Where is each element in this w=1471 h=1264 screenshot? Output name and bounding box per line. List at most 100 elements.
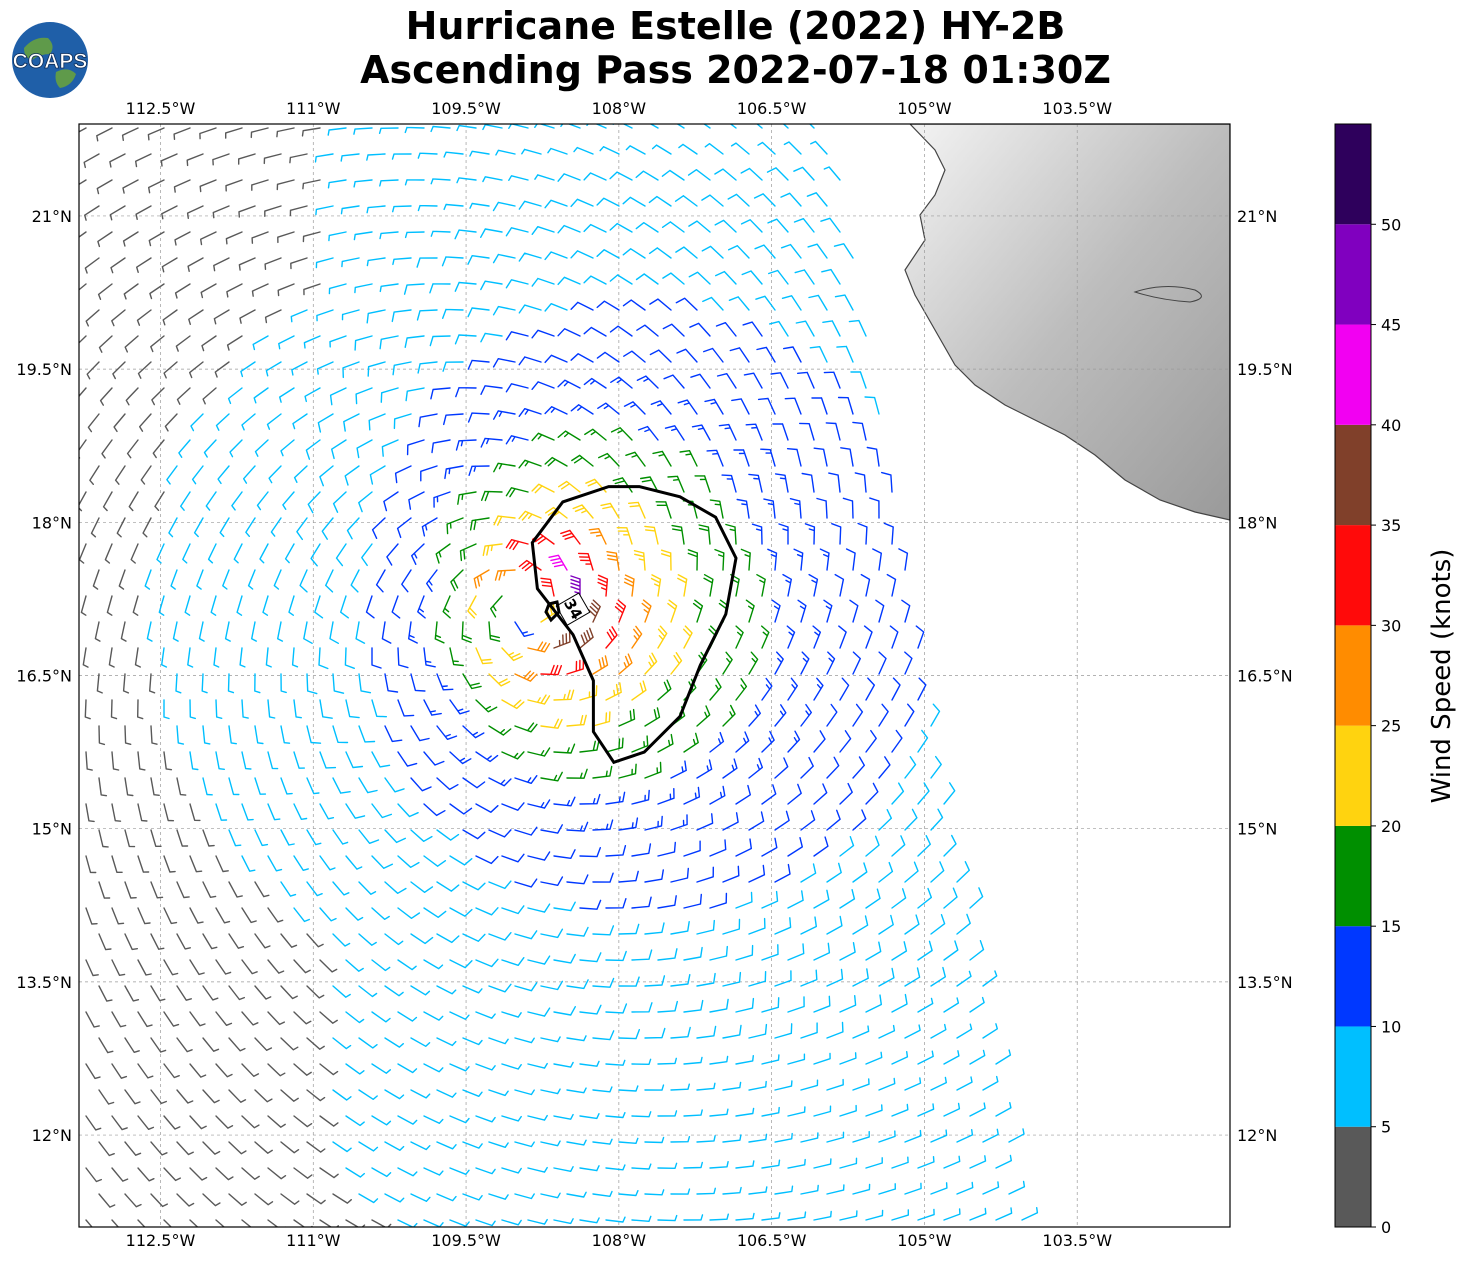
wind-barb — [173, 179, 191, 193]
wind-barb — [384, 1141, 405, 1151]
wind-barb — [748, 651, 759, 675]
wind-barb — [820, 217, 841, 233]
wind-barb — [332, 1037, 352, 1050]
wind-barb — [860, 573, 871, 597]
wind-barb — [202, 881, 217, 898]
wind-barb — [813, 1105, 832, 1117]
wind-barb — [644, 707, 661, 727]
wind-barb — [96, 673, 103, 694]
wind-barb — [735, 731, 750, 753]
wind-barb — [226, 283, 243, 298]
wind-barb — [501, 751, 525, 760]
wind-barb — [679, 450, 698, 467]
wind-barb — [864, 396, 880, 415]
wind-barb — [270, 517, 282, 537]
wind-barb — [774, 1080, 793, 1091]
wind-barb — [553, 689, 575, 701]
wind-barb — [592, 977, 615, 988]
wind-barb — [592, 925, 615, 936]
colorbar-tick: 5 — [1381, 1118, 1391, 1137]
wind-barb — [826, 756, 840, 779]
wind-barb — [202, 777, 213, 796]
wind-barb — [305, 439, 321, 460]
wind-barb — [943, 1208, 961, 1221]
wind-barb — [280, 439, 295, 457]
colorbar-tick: 50 — [1381, 215, 1401, 234]
wind-barb — [86, 361, 100, 380]
wind-barb — [379, 231, 399, 240]
wind-barb — [505, 435, 529, 445]
wind-barb — [742, 321, 763, 337]
wind-barb — [226, 335, 243, 351]
wind-barb — [475, 647, 493, 665]
wind-barb — [267, 1219, 287, 1227]
wind-barb — [683, 1214, 704, 1221]
wind-barb — [865, 1157, 883, 1169]
wind-barb — [215, 751, 225, 770]
wind-barb — [898, 548, 909, 571]
wind-barb — [605, 737, 624, 753]
wind-barb — [137, 751, 146, 771]
wind-barb — [618, 653, 633, 675]
wind-barb — [782, 124, 789, 129]
wind-barb — [457, 491, 477, 505]
wind-barb — [657, 1110, 678, 1117]
wind-barb — [467, 595, 477, 619]
wind-barb — [112, 361, 126, 380]
logo-text: COAPS — [13, 50, 88, 73]
wind-barb — [82, 647, 89, 668]
wind-barb — [85, 855, 97, 874]
wind-barb — [397, 959, 417, 971]
wind-barb — [527, 799, 551, 809]
wind-barb — [461, 621, 472, 644]
wind-barb — [436, 933, 460, 944]
wind-barb — [205, 491, 217, 511]
wind-barb — [358, 777, 378, 794]
wind-barb — [703, 347, 724, 363]
wind-barb — [240, 361, 256, 378]
wind-barb — [154, 491, 165, 511]
wind-barb — [410, 881, 434, 893]
wind-barb — [670, 760, 687, 779]
wind-barb — [793, 166, 815, 181]
wind-barb — [748, 811, 765, 831]
wind-barb — [396, 517, 412, 539]
wind-barb — [566, 979, 589, 990]
wind-barb — [394, 465, 412, 484]
wind-barb — [592, 1138, 613, 1145]
wind-barb — [592, 655, 609, 675]
wind-barb — [527, 694, 551, 705]
wind-barb — [648, 247, 672, 259]
wind-barb — [98, 1037, 114, 1054]
wind-barb — [618, 763, 637, 779]
wind-barb — [254, 673, 261, 694]
wind-barb — [397, 647, 409, 669]
wind-barb — [553, 743, 576, 754]
wind-barb — [124, 777, 134, 797]
wind-barb — [423, 803, 446, 817]
wind-barbs — [79, 124, 1039, 1227]
wind-barb — [795, 320, 815, 337]
wind-barb — [189, 751, 199, 771]
wind-barb — [358, 881, 377, 895]
wind-barb — [800, 1022, 818, 1039]
wind-barb — [596, 351, 620, 363]
wind-barb — [262, 595, 269, 616]
wind-barb — [366, 309, 386, 324]
wind-barb — [125, 387, 139, 406]
wind-barb — [332, 777, 351, 794]
wind-barb — [652, 450, 672, 467]
wind-barb — [518, 252, 542, 262]
wind-barb — [358, 829, 380, 844]
wind-barb — [850, 371, 867, 389]
wind-barb — [444, 465, 464, 480]
wind-barb — [969, 996, 985, 1013]
wind-barb — [854, 472, 867, 493]
wind-barb — [332, 881, 350, 896]
wind-barb — [865, 994, 882, 1013]
wind-barb — [677, 574, 688, 597]
wind-barb — [319, 751, 337, 769]
wind-barb — [547, 147, 568, 155]
wind-barb — [254, 829, 269, 847]
wind-barb — [852, 862, 868, 883]
